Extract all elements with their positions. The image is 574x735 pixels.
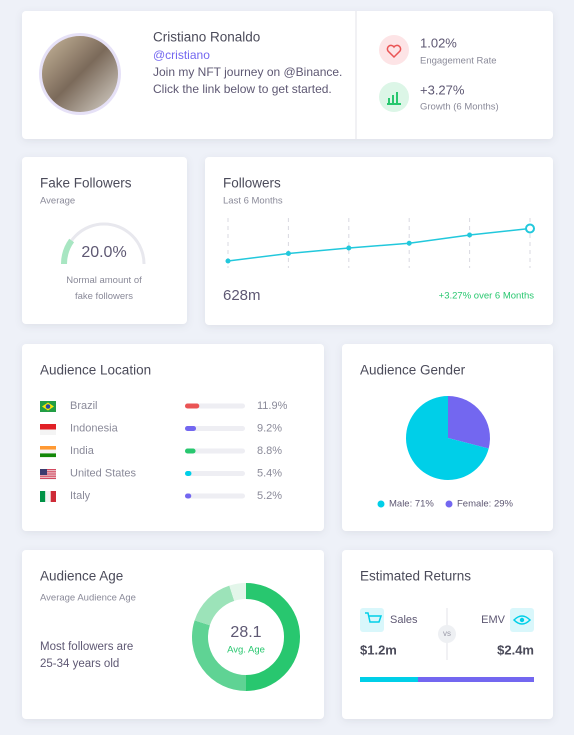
bio: Join my NFT journey on @Binance. Click t… — [153, 65, 343, 96]
return-value: $1.2m — [360, 642, 397, 657]
flag — [40, 429, 56, 435]
pie-slice — [405, 396, 489, 481]
flag — [40, 446, 56, 450]
stat-label: Engagement Rate — [420, 56, 497, 67]
cart — [365, 612, 383, 623]
bar-value: 5.2% — [257, 490, 282, 502]
bar-track — [185, 493, 245, 499]
card-title: Fake Followers — [40, 176, 132, 191]
total: 628m — [223, 287, 261, 304]
avg-age: 28.1 — [230, 624, 261, 641]
legend-label: Male: 71% — [389, 499, 434, 510]
flag — [40, 491, 46, 502]
donut-segment — [229, 583, 247, 601]
avatar — [42, 36, 118, 112]
bar — [185, 448, 196, 454]
point — [525, 223, 535, 234]
flag — [40, 449, 56, 454]
avg-age-label: Avg. Age — [227, 645, 265, 656]
bar — [185, 426, 197, 431]
bar-track — [185, 471, 245, 476]
country: Brazil — [70, 400, 98, 412]
flag — [50, 491, 56, 502]
donut-segment — [194, 585, 235, 626]
return-name: Sales — [390, 614, 418, 626]
followers-card — [205, 157, 553, 325]
card-title: Audience Gender — [360, 363, 466, 378]
donut-segment — [192, 620, 247, 691]
bar — [185, 403, 200, 409]
gauge-value: 20.0% — [81, 244, 126, 261]
country: India — [70, 445, 95, 457]
stat-label: Growth (6 Months) — [420, 102, 499, 113]
line — [227, 227, 531, 262]
point — [285, 251, 291, 257]
bar-track — [185, 426, 245, 431]
bar-value: 9.2% — [257, 422, 282, 434]
legend-dot — [377, 500, 385, 508]
return-value: $2.4m — [497, 642, 534, 657]
flag — [40, 469, 56, 479]
country: Indonesia — [70, 422, 119, 434]
age-note: Most followers are 25-34 years old — [40, 641, 134, 670]
name: Cristiano Ronaldo — [153, 30, 260, 45]
flag — [45, 491, 51, 502]
point — [346, 245, 352, 251]
change: +3.27% over 6 Months — [439, 291, 535, 302]
stat-value: 1.02% — [420, 35, 457, 50]
location-card — [22, 344, 324, 531]
gauge-fill — [61, 238, 75, 265]
bar-value: 8.8% — [257, 445, 282, 457]
returns-bar — [418, 677, 534, 682]
point — [406, 240, 412, 246]
pie-slice — [448, 396, 490, 449]
card-title: Followers — [223, 176, 281, 191]
stat-value: +3.27% — [420, 82, 465, 97]
bar-value: 11.9% — [257, 400, 288, 412]
vs-badge — [438, 625, 456, 643]
handle[interactable]: @cristiano — [153, 48, 210, 62]
return-name: EMV — [481, 614, 506, 626]
card-title: Audience Location — [40, 363, 151, 378]
country: Italy — [70, 490, 91, 502]
bar — [185, 471, 192, 476]
returns-bar — [360, 677, 418, 682]
card-title: Estimated Returns — [360, 569, 471, 584]
eye — [519, 617, 525, 623]
country: United States — [70, 467, 137, 479]
bar-track — [185, 448, 245, 454]
fake-card — [22, 157, 187, 324]
flag — [40, 424, 56, 430]
donut-segment — [245, 583, 300, 691]
flag — [45, 404, 51, 409]
flag — [40, 469, 47, 475]
point — [225, 258, 231, 264]
bar-track — [185, 403, 245, 409]
cart-icon — [360, 608, 384, 632]
flags — [40, 401, 56, 502]
profile-card — [22, 11, 553, 139]
eye — [512, 615, 532, 625]
bar — [185, 493, 192, 499]
point — [467, 232, 473, 238]
gauge-note: Normal amount of fake followers — [66, 275, 142, 302]
card-title: Audience Age — [40, 569, 123, 584]
flag — [40, 453, 56, 458]
card-subtitle: Average — [40, 196, 75, 207]
heart — [386, 44, 402, 59]
heart-icon — [379, 35, 409, 65]
card-subtitle: Average Audience Age — [40, 593, 136, 604]
bar-value: 5.4% — [257, 467, 282, 479]
bars-icon — [387, 92, 401, 105]
legend-label: Female: 29% — [457, 499, 514, 510]
legend-dot — [445, 500, 453, 508]
card-subtitle: Last 6 Months — [223, 196, 283, 207]
vs: vs — [443, 629, 451, 638]
